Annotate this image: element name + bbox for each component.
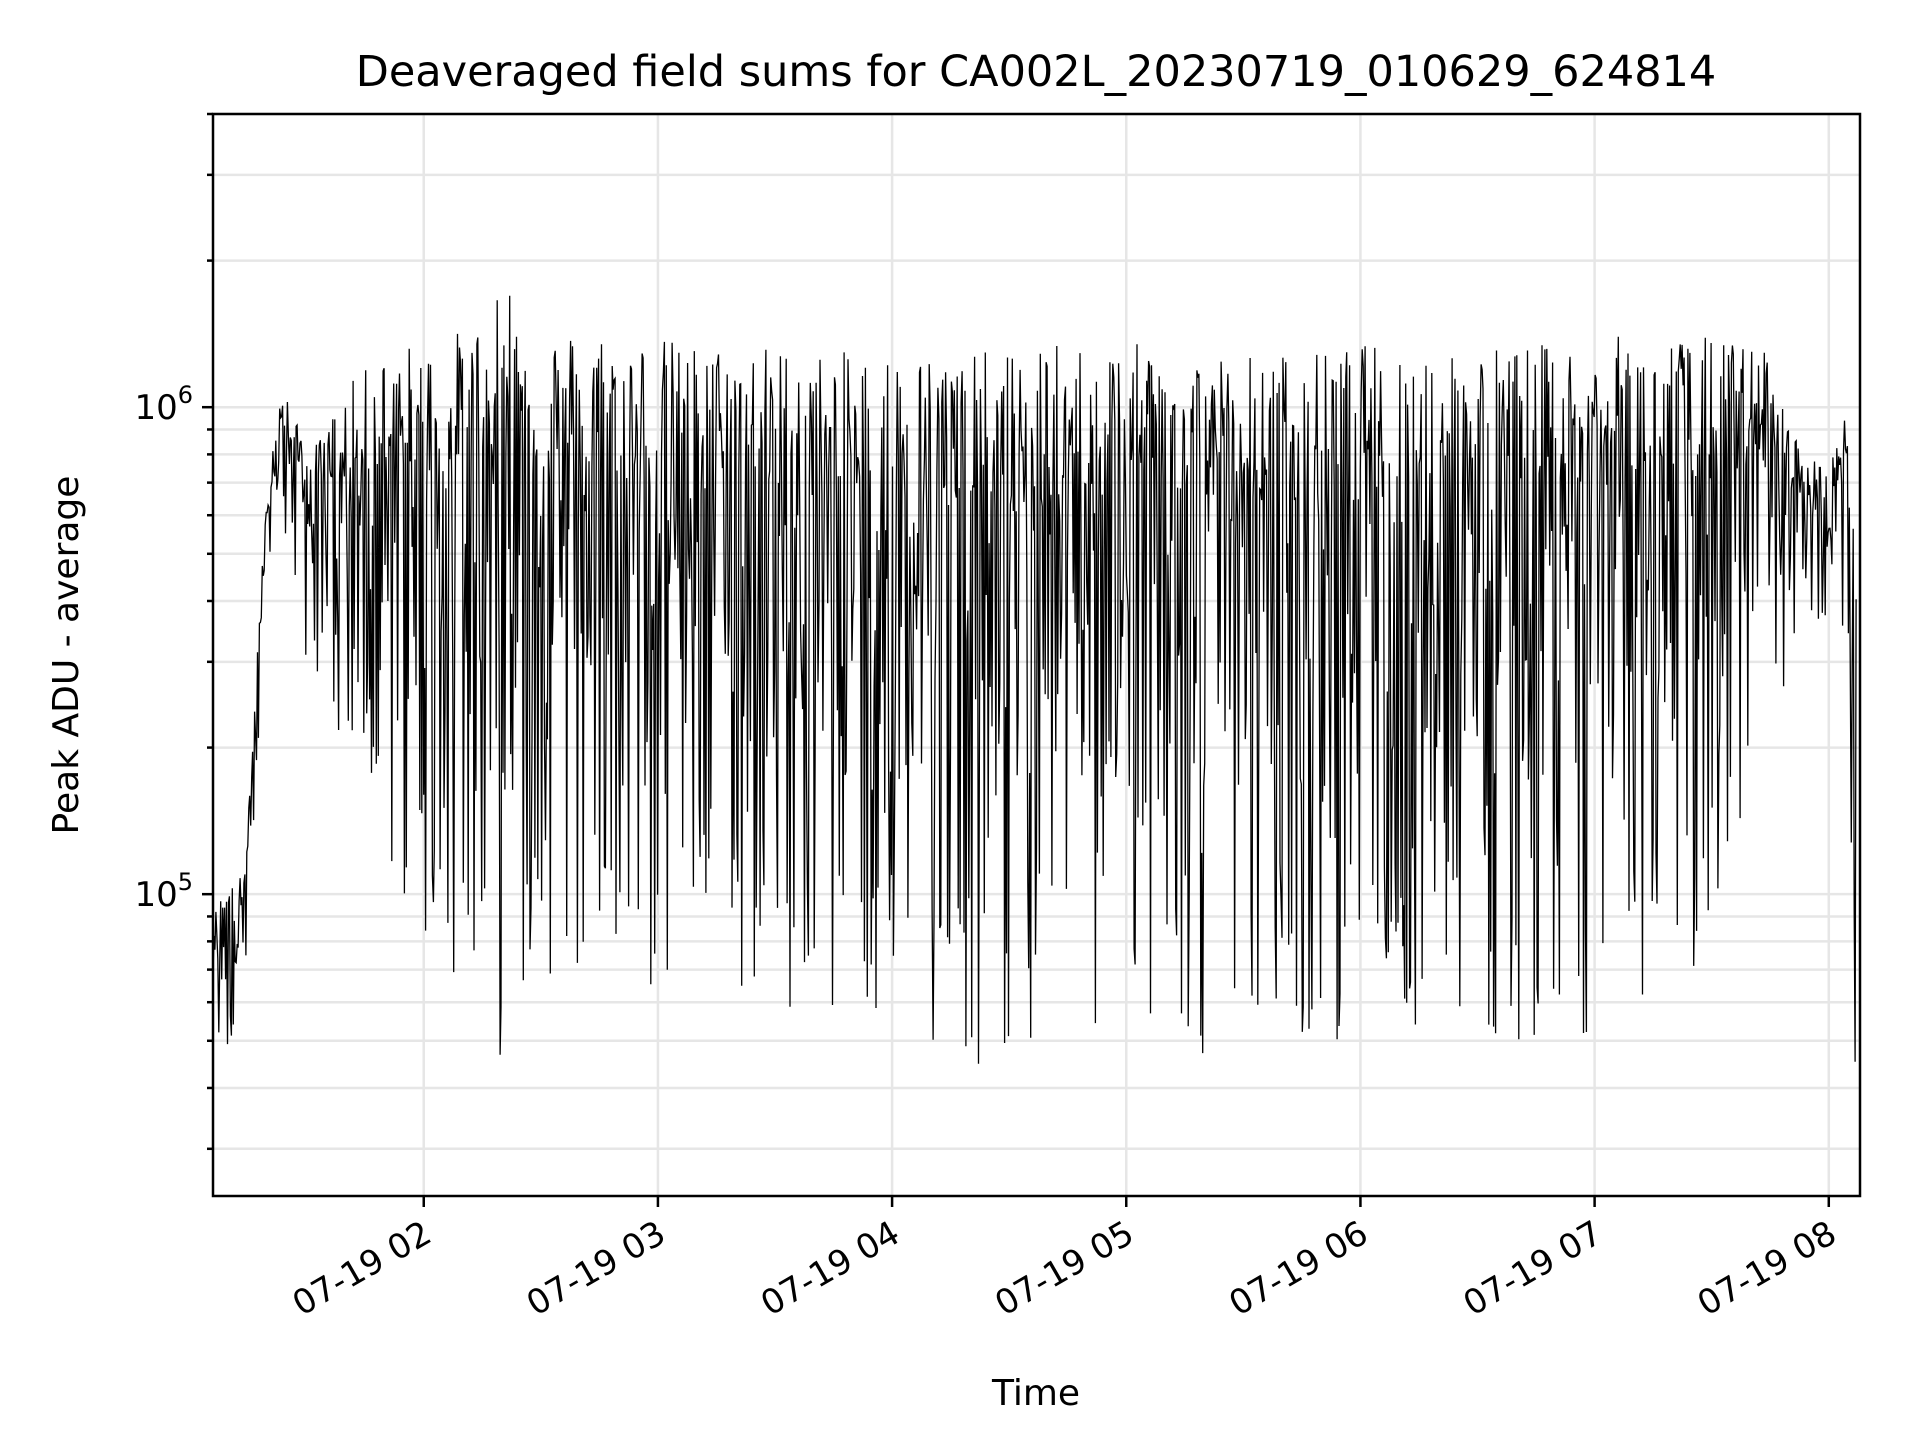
x-axis-label: Time xyxy=(991,1373,1080,1414)
x-axis: 07-19 02 07-19 03 07-19 04 07-19 05 07-19 06… xyxy=(286,1196,1843,1324)
x-tick-label: 07-19 06 xyxy=(1223,1213,1375,1324)
chart-title: Deaveraged field sums for CA002L_2023071… xyxy=(356,47,1717,97)
x-tick-label: 07-19 05 xyxy=(988,1213,1140,1324)
y-axis: 105 106 xyxy=(134,112,213,1151)
x-tick-label: 07-19 02 xyxy=(286,1213,438,1324)
y-tick-label: 105 xyxy=(134,868,193,915)
x-tick-label: 07-19 03 xyxy=(520,1213,672,1324)
y-tick-label: 106 xyxy=(134,381,193,428)
series-line xyxy=(212,295,1857,1064)
plot-area xyxy=(212,295,1857,1064)
x-tick-label: 07-19 08 xyxy=(1691,1213,1843,1324)
x-tick-label: 07-19 04 xyxy=(754,1213,906,1324)
x-tick-label: 07-19 07 xyxy=(1457,1213,1609,1324)
y-axis-label: Peak ADU - average xyxy=(46,476,87,835)
axes-frame xyxy=(211,112,1862,1198)
